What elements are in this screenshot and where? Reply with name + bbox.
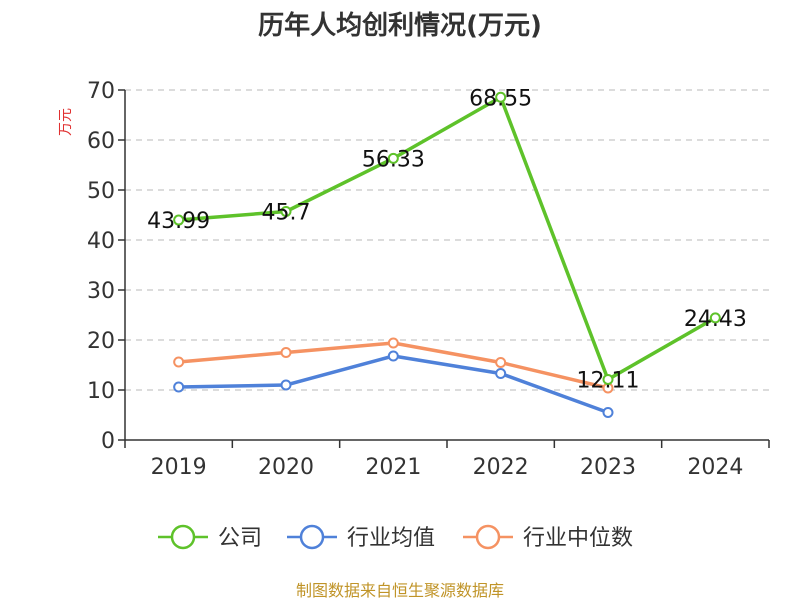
legend-label: 行业中位数 [523,526,633,551]
data-label: 45.7 [262,201,311,226]
y-tick-label: 70 [87,79,115,104]
data-point [173,214,185,226]
data-label: 24.43 [684,307,747,332]
data-label: 43.99 [147,209,210,234]
x-tick-label: 2020 [258,455,314,480]
legend-label: 公司 [218,526,262,551]
data-point [280,379,292,391]
y-axis-label: 万元 [58,108,74,136]
data-point [387,337,399,349]
data-point [495,91,507,103]
data-point [173,356,185,368]
data-point [495,357,507,368]
series-line [176,341,610,390]
x-tick-label: 2021 [365,455,421,480]
x-tick-label: 2022 [473,455,529,480]
data-label: 12.11 [577,368,640,393]
x-tick-label: 2024 [687,455,743,480]
gridlines [125,89,769,391]
data-point [709,312,721,324]
data-point [602,373,614,385]
y-tick-label: 30 [87,279,115,304]
axes: 0 10 20 30 40 50 60 70 2019 2020 2021 2022 2023 2024 [87,79,770,480]
data-point [173,381,185,393]
data-point [602,407,614,418]
legend-marker [299,524,325,550]
chart-title: 历年人均创利情况(万元) [258,10,542,41]
data-point [387,350,399,362]
data-point [495,368,507,379]
data-label: 56.33 [362,147,425,172]
data-point [280,347,292,358]
y-tick-label: 10 [87,379,115,404]
y-tick-label: 60 [87,129,115,154]
data-label: 68.55 [469,86,532,111]
source-note: 制图数据来自恒生聚源数据库 [296,581,504,600]
series-layer [173,91,721,418]
y-tick-label: 20 [87,329,115,354]
series-line [176,95,718,382]
data-point [387,152,399,164]
y-tick-label: 0 [101,429,115,454]
data-labels: 43.99 45.7 56.33 68.55 12.11 24.43 [147,86,747,393]
y-tick-label: 50 [87,179,115,204]
legend-marker [170,524,196,550]
y-tick-label: 40 [87,229,115,254]
legend-label: 行业均值 [347,526,435,551]
x-tick-label: 2023 [580,455,636,480]
data-point [280,206,292,217]
legend: 公司 行业均值 行业中位数 [158,524,633,551]
legend-marker [475,524,501,550]
x-tick-label: 2019 [151,455,207,480]
series-line [176,354,610,415]
